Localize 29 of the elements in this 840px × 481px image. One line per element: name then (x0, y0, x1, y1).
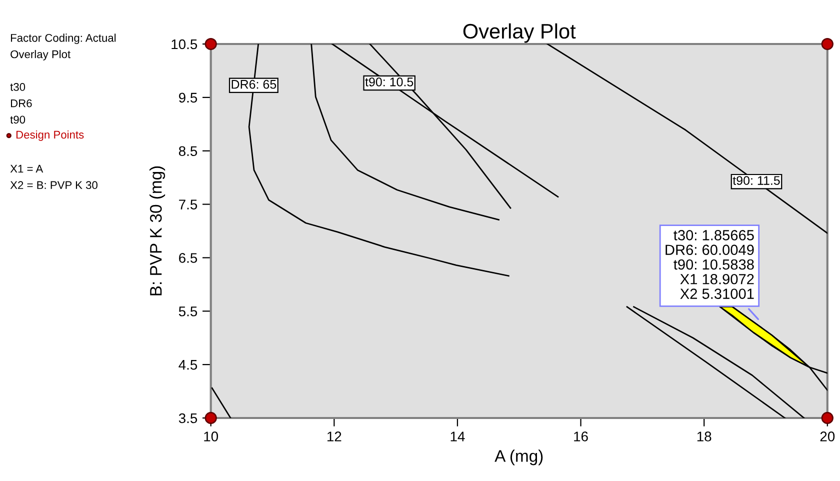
y-tick-label: 10.5 (172, 39, 198, 50)
y-tick-label: 6.5 (179, 253, 198, 263)
text: t90 (10, 116, 26, 124)
y-tick-label: 8.5 (178, 146, 198, 156)
y-axis-title: B: PVP K 30 (mg) (150, 166, 166, 296)
x-tick-label: 14 (450, 432, 465, 442)
x-tick-label: 20 (820, 432, 835, 442)
y-tick-label: 4.5 (178, 360, 198, 370)
x-tick-label: 18 (697, 432, 712, 442)
text: X1 = A (10, 164, 44, 173)
series-label: t90: 10.5 (365, 78, 414, 86)
x-tick-label: 10 (204, 432, 218, 442)
series-label: DR6: 65 (232, 80, 276, 89)
x-tick-label: 16 (574, 432, 588, 442)
y-tick-label: 5.5 (178, 306, 198, 316)
legend-label: Design Points (16, 130, 84, 141)
x-tick-label: 12 (327, 432, 342, 442)
series-label: t90: 11.5 (732, 176, 780, 185)
text: t30 (10, 83, 26, 91)
text: X2 = B: PVP K 30 (10, 181, 98, 190)
x-axis-title: A (mg) (494, 450, 543, 466)
y-tick-label: 3.5 (178, 413, 198, 424)
chart-title: Overlay Plot (463, 23, 576, 43)
annotation: t30: 1.85665 DR6: 60.0049 t90: 10.5838 X1 18.9072 X2 5.31001 (666, 230, 754, 299)
y-tick-label: 7.5 (179, 200, 198, 210)
y-tick-label: 9.5 (178, 92, 198, 103)
text: Overlay Plot (10, 50, 71, 60)
text: DR6 (10, 99, 32, 108)
text: Factor Coding: Actual (10, 34, 116, 44)
